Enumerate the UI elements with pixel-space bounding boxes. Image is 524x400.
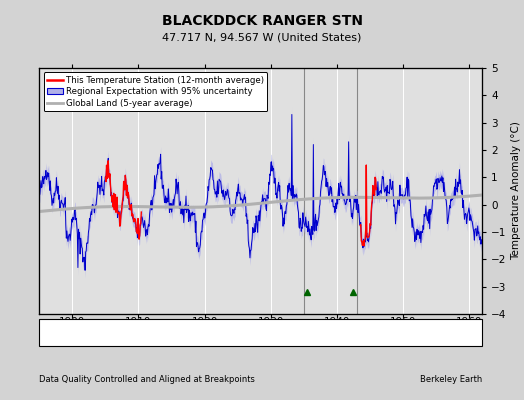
- Text: 47.717 N, 94.567 W (United States): 47.717 N, 94.567 W (United States): [162, 33, 362, 43]
- Text: 1920: 1920: [191, 317, 217, 327]
- Text: Berkeley Earth: Berkeley Earth: [420, 376, 482, 384]
- Text: BLACKDDCK RANGER STN: BLACKDDCK RANGER STN: [161, 14, 363, 28]
- Legend: This Temperature Station (12-month average), Regional Expectation with 95% uncer: This Temperature Station (12-month avera…: [43, 72, 267, 111]
- Text: 1900: 1900: [59, 317, 85, 327]
- Text: 1930: 1930: [257, 317, 284, 327]
- Text: 1940: 1940: [323, 317, 350, 327]
- Text: ▲: ▲: [139, 328, 146, 337]
- Text: Time of Obs. Change: Time of Obs. Change: [245, 328, 339, 337]
- Text: 1960: 1960: [456, 317, 482, 327]
- Text: Station Move: Station Move: [56, 328, 116, 337]
- Text: ◆: ◆: [45, 328, 51, 337]
- Text: Record Gap: Record Gap: [150, 328, 203, 337]
- Text: Empirical Break: Empirical Break: [370, 328, 442, 337]
- Text: Data Quality Controlled and Aligned at Breakpoints: Data Quality Controlled and Aligned at B…: [39, 376, 255, 384]
- Text: 1910: 1910: [125, 317, 151, 327]
- Text: 1950: 1950: [389, 317, 416, 327]
- Text: ■: ■: [359, 328, 367, 337]
- Text: ▼: ▼: [233, 328, 240, 337]
- Y-axis label: Temperature Anomaly (°C): Temperature Anomaly (°C): [511, 122, 521, 260]
